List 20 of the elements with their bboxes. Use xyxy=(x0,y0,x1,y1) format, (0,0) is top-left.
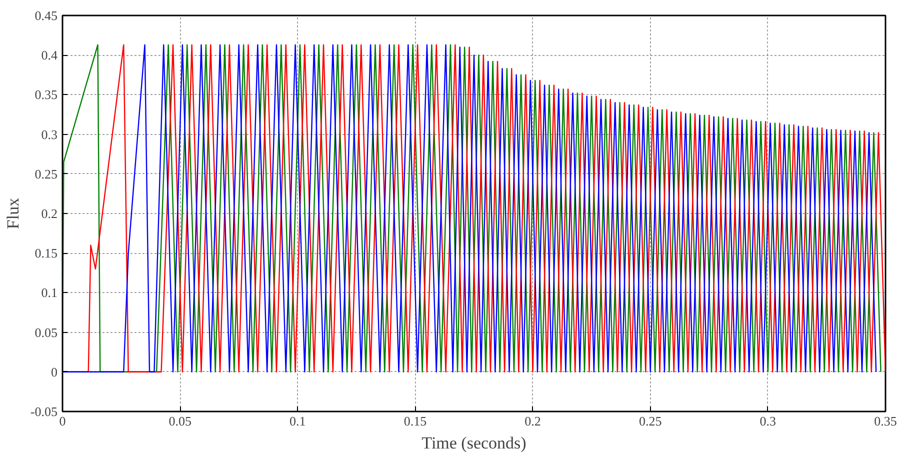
y-axis-title: Flux xyxy=(3,197,22,230)
y-tick-label: 0.25 xyxy=(34,166,58,182)
y-tick-label: 0.3 xyxy=(41,126,58,142)
y-tick-label: 0.35 xyxy=(34,87,58,102)
x-tick-label: 0.3 xyxy=(760,414,776,428)
y-tick-label: 0.2 xyxy=(41,206,58,221)
y-tick-label: 0.15 xyxy=(34,246,58,261)
y-tick-label: -0.05 xyxy=(30,404,58,419)
x-tick-label: 0.05 xyxy=(168,414,192,428)
y-tick-label: 0.45 xyxy=(34,8,58,23)
x-tick-label: 0.2 xyxy=(524,414,541,428)
y-tick-label: 0.4 xyxy=(41,48,58,63)
x-tick-label: 0.1 xyxy=(290,414,306,428)
y-tick-label: 0.1 xyxy=(41,285,58,300)
x-tick-label: 0.25 xyxy=(638,414,662,428)
x-tick-label: 0.35 xyxy=(874,414,897,428)
y-tick-label: 0 xyxy=(51,364,58,380)
y-tick-label: 0.05 xyxy=(34,324,58,340)
x-axis-title: Time (seconds) xyxy=(422,434,526,452)
x-tick-label: 0.15 xyxy=(404,414,427,428)
